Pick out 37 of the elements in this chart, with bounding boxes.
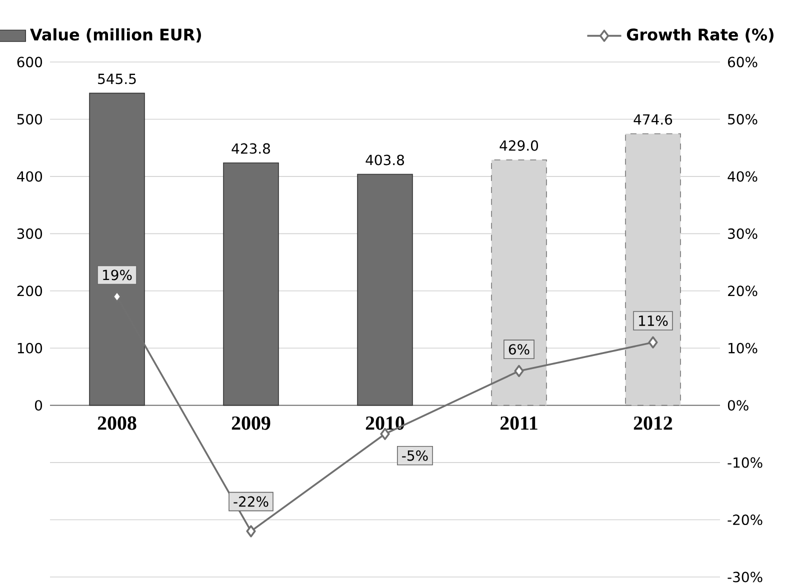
y-tick-label: 600 bbox=[17, 56, 42, 68]
y-tick-label: 300 bbox=[17, 228, 42, 239]
data-label: 6% bbox=[508, 344, 530, 355]
y2-tick-label: -10% bbox=[728, 457, 762, 468]
legend-label: Growth Rate (%) bbox=[626, 28, 774, 42]
y2-tick-label: -20% bbox=[728, 514, 762, 526]
data-label: 19% bbox=[103, 270, 132, 280]
data-label: -22% bbox=[234, 496, 268, 507]
y2-tick-label: 30% bbox=[728, 228, 758, 239]
y2-tick-label: 10% bbox=[728, 342, 758, 354]
x-tick-label: 2012 bbox=[634, 416, 672, 430]
y2-tick-label: 20% bbox=[728, 286, 758, 296]
legend-label: Value (million EUR) bbox=[30, 28, 201, 42]
y2-tick-label: -30% bbox=[728, 572, 762, 582]
data-label: 11% bbox=[639, 315, 668, 326]
x-tick-label: 2011 bbox=[500, 416, 538, 430]
point bbox=[648, 336, 658, 348]
point bbox=[514, 364, 524, 378]
y2-tick-label: 40% bbox=[728, 171, 758, 182]
x-tick-label: 2010 bbox=[366, 416, 404, 430]
y-tick-label: 100 bbox=[18, 342, 42, 354]
x-tick-label: 2008 bbox=[98, 416, 136, 430]
y2-tick-label: 50% bbox=[728, 114, 758, 125]
x-tick-label: 2009 bbox=[232, 416, 270, 430]
y2-tick-label: 60% bbox=[728, 56, 758, 68]
y-tick-label: 500 bbox=[17, 114, 42, 125]
y-tick-label: 400 bbox=[17, 171, 42, 182]
data-label: 429.0 bbox=[500, 140, 538, 151]
data-label: -5% bbox=[402, 450, 428, 461]
point bbox=[246, 525, 256, 538]
y2-tick-label: 0% bbox=[728, 400, 748, 411]
data-label: 423.8 bbox=[232, 143, 270, 154]
data-label: 403.8 bbox=[366, 154, 404, 166]
y-tick-label: 0 bbox=[34, 400, 42, 411]
data-label: 545.5 bbox=[98, 74, 136, 84]
data-label: 474.6 bbox=[634, 114, 672, 125]
y-tick-label: 200 bbox=[17, 286, 42, 296]
